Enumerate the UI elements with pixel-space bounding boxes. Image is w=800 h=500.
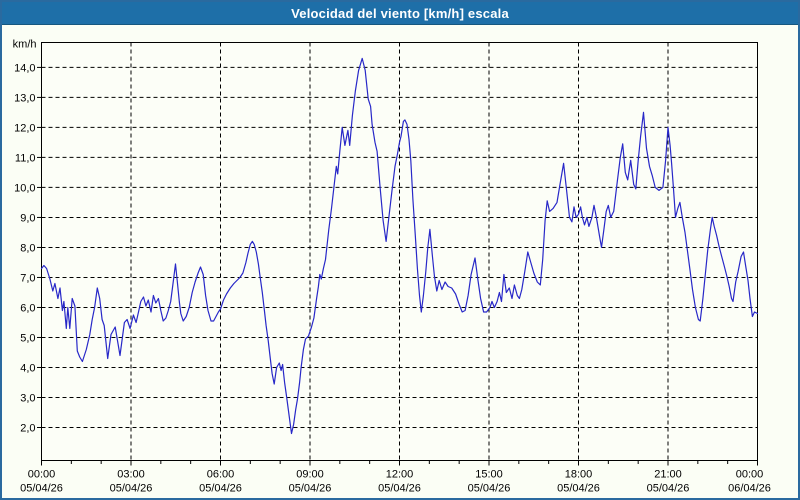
- x-tick-date-label: 05/04/26: [20, 483, 63, 495]
- x-tick-time-label: 00:00: [28, 469, 56, 481]
- y-axis-unit-label: km/h: [13, 39, 37, 51]
- x-tick-time-label: 18:00: [565, 469, 593, 481]
- x-tick-date-label: 05/04/26: [468, 483, 511, 495]
- y-tick-label: 13,0: [14, 92, 35, 104]
- y-tick-label: 8,0: [20, 242, 35, 254]
- y-tick-label: 6,0: [20, 302, 35, 314]
- y-tick-label: 10,0: [14, 182, 35, 194]
- x-tick-date-label: 06/04/26: [728, 483, 771, 495]
- y-tick-label: 5,0: [20, 332, 35, 344]
- x-tick-time-label: 06:00: [207, 469, 235, 481]
- y-tick-label: 11,0: [15, 152, 36, 164]
- x-tick-date-label: 05/04/26: [289, 483, 332, 495]
- window-title: Velocidad del viento [km/h] escala: [291, 5, 509, 21]
- y-tick-label: 14,0: [14, 62, 35, 74]
- y-tick-label: 3,0: [20, 392, 35, 404]
- y-tick-label: 4,0: [20, 362, 35, 374]
- wind-speed-chart: 14,0 13,0 12,0 11,0 10,0 9,0 8,0 7,0 6,0 5,0 4,0 3,…: [13, 39, 771, 495]
- window-titlebar: Velocidad del viento [km/h] escala: [2, 2, 798, 25]
- y-tick-label: 2,0: [20, 422, 35, 434]
- wind-speed-line: [40, 57, 759, 435]
- x-tick-time-label: 00:00: [736, 469, 764, 481]
- x-tick-time-label: 12:00: [386, 469, 414, 481]
- x-tick-date-label: 05/04/26: [110, 483, 153, 495]
- y-tick-label: 9,0: [20, 212, 35, 224]
- x-tick-time-label: 15:00: [475, 469, 503, 481]
- x-tick-time-label: 03:00: [117, 469, 145, 481]
- x-tick-date-label: 05/04/26: [378, 483, 421, 495]
- plot-border: [41, 42, 758, 461]
- x-tick-date-label: 05/04/26: [647, 483, 690, 495]
- x-tick-date-label: 05/04/26: [557, 483, 600, 495]
- y-tick-label: 7,0: [20, 272, 35, 284]
- x-tick-time-label: 21:00: [654, 469, 682, 481]
- chart-area: 14,0 13,0 12,0 11,0 10,0 9,0 8,0 7,0 6,0 5,0 4,0 3,…: [2, 24, 798, 498]
- x-tick-time-label: 09:00: [296, 469, 324, 481]
- x-tick-date-label: 05/04/26: [199, 483, 242, 495]
- y-tick-label: 12,0: [14, 122, 35, 134]
